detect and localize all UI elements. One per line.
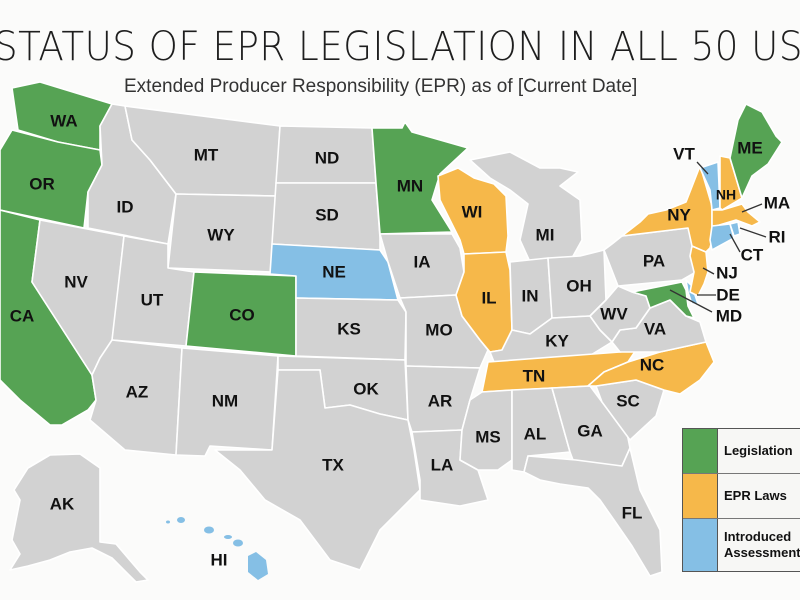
map-title: STATUS OF EPR LEGISLATION IN ALL 50 US S…: [0, 24, 800, 70]
label-CO: CO: [229, 305, 255, 324]
state-NC[interactable]: [587, 341, 715, 395]
label-NM: NM: [212, 391, 238, 410]
label-UT: UT: [141, 290, 164, 309]
label-LA: LA: [431, 455, 454, 474]
state-SD[interactable]: [271, 182, 381, 251]
leader-CT: [729, 233, 741, 253]
legend-swatch-introduced: [683, 519, 718, 571]
label-VT: VT: [673, 144, 695, 163]
state-HI[interactable]: [166, 517, 268, 580]
label-AZ: AZ: [126, 382, 149, 401]
label-NY: NY: [667, 205, 691, 224]
legend-label-introduced-line1: Introduced: [724, 529, 792, 544]
label-DE: DE: [716, 285, 740, 304]
state-MD[interactable]: [631, 281, 695, 319]
map-subtitle: Extended Producer Responsibility (EPR) a…: [124, 76, 638, 97]
label-AR: AR: [428, 391, 453, 410]
state-AK[interactable]: [9, 453, 149, 583]
label-PA: PA: [643, 251, 665, 270]
label-KY: KY: [545, 331, 569, 350]
label-TN: TN: [523, 366, 546, 385]
label-TX: TX: [322, 455, 344, 474]
label-NC: NC: [640, 355, 665, 374]
state-WI[interactable]: [437, 167, 509, 255]
label-WY: WY: [207, 225, 235, 244]
label-KS: KS: [337, 319, 361, 338]
label-WV: WV: [600, 304, 628, 323]
state-MI[interactable]: [469, 151, 583, 263]
legend: Legislation EPR Laws Introduced Assessme…: [682, 428, 800, 572]
label-MA: MA: [764, 193, 790, 212]
state-ME[interactable]: [729, 103, 783, 199]
legend-swatch-epr-laws: [683, 474, 718, 518]
label-MO: MO: [425, 320, 452, 339]
legend-item-legislation: Legislation: [683, 429, 800, 474]
label-MS: MS: [475, 427, 501, 446]
label-SD: SD: [315, 205, 339, 224]
state-VT[interactable]: [699, 161, 721, 211]
label-ND: ND: [315, 148, 340, 167]
label-NH: NH: [716, 187, 736, 203]
legend-label-introduced: Introduced Assessment: [718, 519, 800, 571]
label-SC: SC: [616, 391, 640, 410]
legend-item-introduced: Introduced Assessment: [683, 519, 800, 571]
label-CT: CT: [741, 245, 764, 264]
label-MN: MN: [397, 176, 423, 195]
label-MD: MD: [716, 306, 742, 325]
legend-label-epr-laws: EPR Laws: [724, 488, 787, 503]
state-MN[interactable]: [371, 121, 469, 235]
label-ME: ME: [737, 138, 763, 157]
state-NY[interactable]: [621, 165, 713, 253]
legend-item-epr-laws: EPR Laws: [683, 474, 800, 519]
label-FL: FL: [622, 503, 643, 522]
label-IN: IN: [522, 286, 539, 305]
label-WI: WI: [462, 202, 483, 221]
label-IL: IL: [481, 288, 496, 307]
label-GA: GA: [577, 421, 603, 440]
label-NJ: NJ: [716, 263, 738, 282]
label-AK: AK: [50, 494, 75, 513]
label-ID: ID: [117, 197, 134, 216]
state-FL[interactable]: [523, 447, 663, 577]
state-TX[interactable]: [214, 369, 421, 571]
label-VA: VA: [644, 319, 666, 338]
leader-VT: [696, 161, 709, 175]
legend-label-legislation: Legislation: [724, 443, 793, 458]
label-NV: NV: [64, 272, 88, 291]
label-OK: OK: [353, 379, 379, 398]
label-RI: RI: [769, 227, 786, 246]
legend-swatch-legislation: [683, 429, 718, 473]
leader-NJ: [702, 267, 715, 275]
state-RI[interactable]: [729, 221, 741, 237]
label-OR: OR: [29, 174, 55, 193]
label-MI: MI: [536, 225, 555, 244]
leader-MD: [669, 289, 713, 313]
label-OH: OH: [566, 276, 592, 295]
label-NE: NE: [322, 262, 346, 281]
label-MT: MT: [194, 145, 219, 164]
label-AL: AL: [524, 424, 547, 443]
state-NJ[interactable]: [689, 245, 709, 297]
state-CT[interactable]: [709, 223, 735, 251]
label-IA: IA: [414, 252, 431, 271]
leader-RI: [739, 227, 767, 238]
state-NH[interactable]: [719, 155, 743, 211]
label-WA: WA: [50, 111, 77, 130]
leader-MA: [741, 203, 763, 213]
label-CA: CA: [10, 306, 35, 325]
label-HI: HI: [211, 550, 228, 569]
legend-label-introduced-line2: Assessment: [724, 545, 800, 560]
